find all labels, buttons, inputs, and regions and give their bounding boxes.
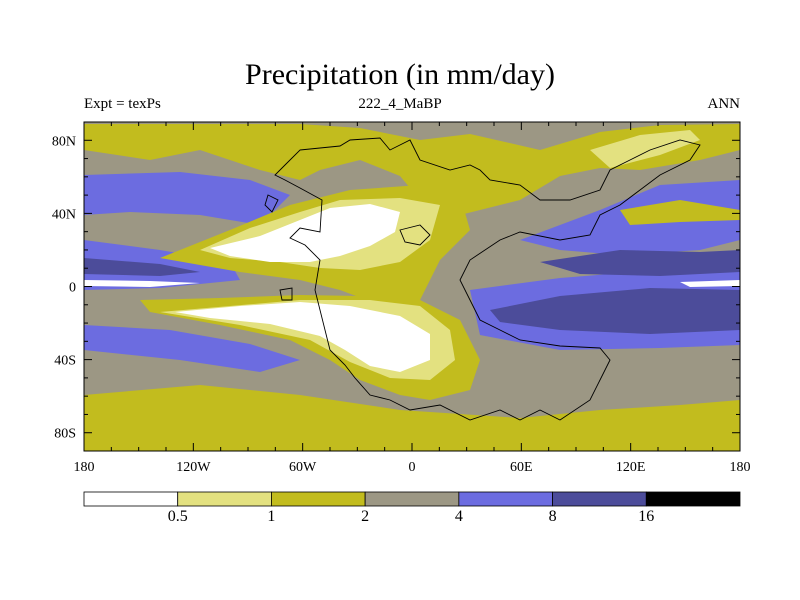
y-tick-label: 80N xyxy=(52,134,76,149)
x-tick-label: 60W xyxy=(289,460,317,475)
y-tick-label: 80S xyxy=(54,427,76,442)
contour-8-16-east xyxy=(490,288,740,334)
contour-below-0.5-north xyxy=(210,204,400,262)
continent-outline xyxy=(274,137,701,421)
x-tick-label: 180 xyxy=(730,460,751,475)
contour-4-8-north xyxy=(84,172,290,225)
precipitation-field xyxy=(84,122,740,451)
colorbar-label: 2 xyxy=(361,508,370,525)
contour-8-16-west xyxy=(84,258,200,276)
colorbar-swatch xyxy=(177,491,272,507)
contour-below-0.5-south xyxy=(175,302,430,372)
colorbar-swatch xyxy=(271,491,366,507)
map-title: Precipitation (in mm/day) xyxy=(245,58,555,91)
colorbar xyxy=(83,491,741,507)
contour-below-0.5-eq-east xyxy=(680,280,740,287)
x-tick-label: 120E xyxy=(616,460,646,475)
x-tick-label: 120W xyxy=(176,460,211,475)
experiment-label: Expt = texPs xyxy=(84,96,161,112)
colorbar-label: 0.5 xyxy=(167,508,188,525)
contour-1-2-south-high xyxy=(84,385,740,451)
y-tick-label: 0 xyxy=(69,281,76,296)
inland-outline xyxy=(264,194,431,301)
colorbar-label: 4 xyxy=(454,508,463,525)
colorbar-label: 8 xyxy=(548,508,557,525)
colorbar-swatch xyxy=(552,491,647,507)
colorbar-swatch xyxy=(83,491,179,507)
contour-1-2 xyxy=(84,124,740,220)
contour-1-2-north-east xyxy=(620,200,740,225)
season-label: ANN xyxy=(707,96,741,112)
y-tick-label: 40N xyxy=(52,207,76,222)
contour-below-0.5-eq-west xyxy=(84,280,200,287)
contour-8-16-ne xyxy=(540,250,740,276)
colorbar-label: 16 xyxy=(638,508,655,525)
y-tick-label: 40S xyxy=(54,354,76,369)
colorbar-label: 1 xyxy=(267,508,276,525)
x-tick-label: 0 xyxy=(409,460,416,475)
x-tick-label: 60E xyxy=(510,460,533,475)
x-axis: 180 120W 60W 0 60E 120E 180 xyxy=(74,122,751,475)
x-tick-label: 180 xyxy=(74,460,95,475)
contour-0.5-1 xyxy=(590,130,700,168)
period-label: 222_4_MaBP xyxy=(358,96,442,112)
colorbar-swatch xyxy=(364,491,460,507)
colorbar-swatch xyxy=(645,491,741,507)
colorbar-swatch xyxy=(458,491,553,507)
contour-4-8-south xyxy=(84,325,300,372)
y-axis: 80N 40N 0 40S 80S xyxy=(52,121,740,452)
